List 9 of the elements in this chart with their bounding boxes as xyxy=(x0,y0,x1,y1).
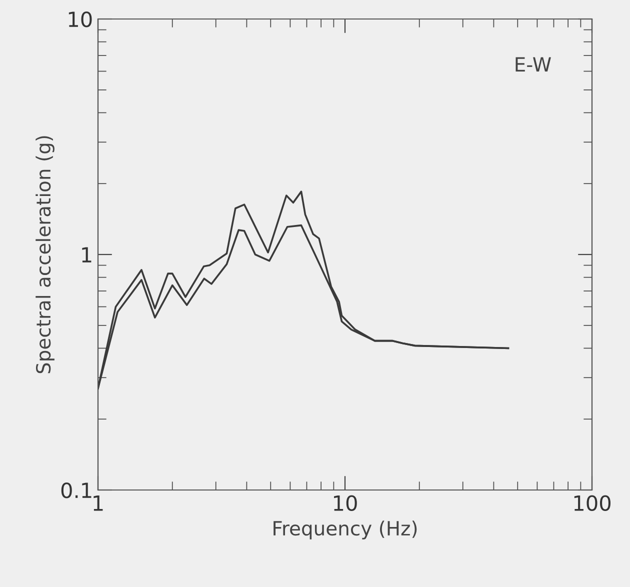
annotation: E-W xyxy=(516,57,551,72)
x-axis-title: Frequency (Hz) xyxy=(274,520,417,540)
y-tick-label: 10 xyxy=(68,11,92,28)
y-tick-label: 1 xyxy=(82,247,92,262)
y-axis-title: Spectral acceleration (g) xyxy=(36,136,54,374)
x-tick-label: 10 xyxy=(334,495,357,511)
y-tick-label: 0.1 xyxy=(61,482,92,498)
x-tick-label: 100 xyxy=(574,495,610,511)
x-tick-label: 1 xyxy=(94,496,103,511)
